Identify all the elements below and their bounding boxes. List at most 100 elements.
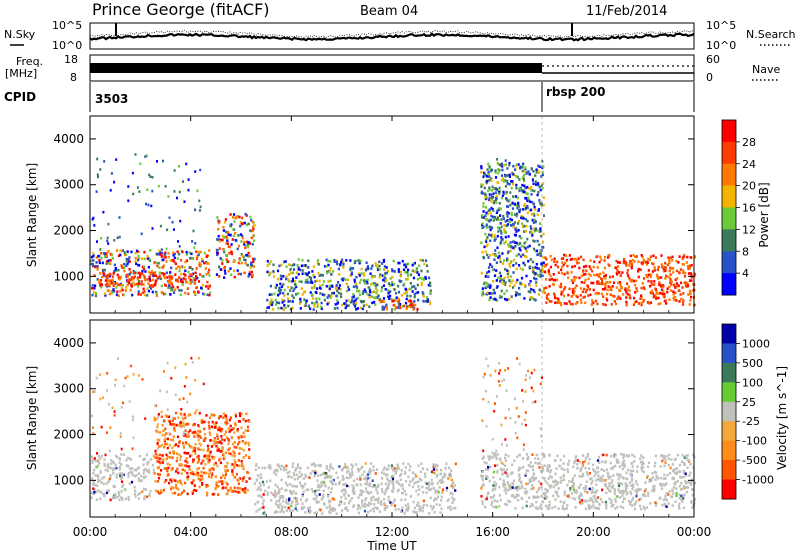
scatter-cell-1-1539 [634, 489, 637, 493]
scatter-cell-1-2234 [671, 488, 674, 492]
scatter-cell-0-1502 [510, 186, 513, 190]
scatter-cell-1-1426 [430, 470, 434, 474]
scatter-cell-1-1194 [279, 510, 282, 514]
scatter-cell-0-209 [133, 283, 137, 286]
scatter-cell-0-9 [132, 281, 135, 284]
scatter-cell-1-1879 [577, 486, 580, 489]
scatter-cell-0-1589 [534, 180, 537, 183]
scatter-cell-1-2111 [489, 465, 492, 469]
scatter-cell-1-397 [203, 427, 206, 431]
scatter-cell-1-961 [291, 509, 294, 512]
scatter-cell-1-970 [393, 467, 396, 470]
scatter-cell-0-1581 [539, 273, 542, 277]
scatter-cell-1-1019 [328, 469, 331, 472]
scatter-cell-1-1038 [412, 477, 415, 480]
scatter-cell-1-1245 [315, 495, 318, 498]
scatter-cell-0-2234 [545, 258, 548, 261]
colorbar-swatch-0-2 [722, 163, 736, 187]
scatter-cell-0-1778 [497, 181, 500, 184]
scatter-cell-1-1298 [374, 472, 377, 475]
scatter-cell-0-1134 [326, 271, 329, 275]
scatter-cell-1-134 [103, 475, 106, 479]
scatter-cell-0-1527 [502, 164, 505, 167]
scatter-cell-0-1258 [392, 299, 395, 303]
scatter-cell-1-836 [409, 465, 412, 468]
scatter-cell-0-2070 [577, 257, 580, 260]
scatter-cell-0-856 [295, 293, 298, 296]
scatter-cell-0-399 [142, 274, 145, 278]
scatter-cell-1-159 [94, 474, 97, 477]
scatter-cell-0-2036 [628, 289, 631, 292]
scatter-cell-0-2078 [607, 254, 610, 257]
scatter-cell-1-173 [131, 467, 134, 470]
scatter-cell-0-2367 [561, 265, 564, 269]
scatter-cell-0-603 [246, 242, 250, 245]
scatter-cell-1-1580 [546, 507, 549, 510]
scatter-cell-0-154 [169, 293, 172, 296]
scatter-cell-0-1988 [566, 264, 569, 268]
scatter-cell-1-1523 [572, 485, 575, 488]
scatter-cell-0-989 [275, 303, 278, 306]
scatter-cell-0-2317 [599, 255, 602, 259]
scatter-cell-1-2247 [625, 471, 628, 475]
scatter-cell-1-1927 [559, 476, 562, 479]
scatter-cell-0-1136 [363, 288, 366, 291]
scatter-cell-1-2300 [689, 463, 692, 466]
scatter-cell-1-489 [221, 429, 224, 433]
scatter-cell-0-428 [189, 273, 192, 276]
scatter-cell-1-1108 [396, 463, 399, 467]
scatter-cell-0-276 [164, 256, 167, 259]
scatter-cell-0-95 [202, 283, 205, 287]
scatter-cell-0-800 [383, 268, 386, 271]
scatter-cell-1-1572 [621, 500, 625, 504]
scatter-cell-0-1447 [515, 175, 518, 178]
scatter-cell-0-1953 [547, 298, 550, 301]
scatter-cell-1-1494 [557, 487, 560, 490]
scatter-cell-1-1389 [276, 485, 279, 489]
scatter-cell-0-330 [190, 252, 193, 256]
scatter-cell-1-800 [372, 509, 376, 513]
scatter-cell-0-1627 [497, 276, 500, 280]
scatter-cell-1-1612 [587, 452, 590, 456]
scatter-cell-1-1583 [492, 505, 495, 509]
scatter-cell-0-1754 [536, 193, 539, 197]
scatter-cell-1-1142 [346, 509, 349, 512]
scatter-cell-0-506 [223, 250, 226, 254]
scatter-cell-0-1124 [387, 282, 390, 285]
scatter-cell-0-638 [218, 240, 221, 243]
scatter-cell-0-2315 [664, 269, 667, 272]
scatter-cell-0-1706 [489, 218, 492, 222]
scatter-cell-1-1130 [290, 476, 293, 479]
scatter-cell-1-817 [435, 497, 438, 501]
scatter-cell-0-1734 [487, 270, 491, 273]
scatter-cell-1-1551 [679, 475, 682, 479]
scatter-cell-1-968 [295, 485, 299, 488]
scatter-cell-1-2287 [622, 456, 625, 460]
scatter-cell-0-2184 [628, 293, 631, 297]
scatter-cell-1-97 [115, 454, 118, 458]
scatter-cell-1-2066 [673, 482, 676, 485]
scatter-cell-0-114 [147, 289, 150, 293]
scatter-cell-0-131 [178, 266, 182, 269]
scatter-cell-1-257 [216, 437, 219, 441]
scatter-cell-1-613 [236, 442, 240, 446]
scatter-cell-1-1754 [543, 464, 546, 467]
scatter-cell-1-1887 [639, 504, 642, 508]
scatter-cell-0-1123 [312, 286, 315, 290]
scatter-cell-1-224 [207, 475, 211, 479]
scatter-cell-0-179 [148, 257, 151, 261]
scatter-cell-1-2094 [664, 461, 667, 465]
scatter-cell-0-2020 [596, 266, 599, 269]
scatter-cell-0-1761 [531, 260, 535, 264]
scatter-cell-0-2262 [557, 299, 560, 302]
scatter-cell-0-2255 [611, 285, 614, 288]
scatter-cell-1-2005 [630, 477, 633, 481]
scatter-cell-0-2489 [490, 225, 493, 229]
scatter-cell-0-2401 [573, 257, 576, 261]
scatter-cell-1-1303 [304, 473, 307, 477]
scatter-cell-0-763 [407, 262, 410, 266]
scatter-cell-1-53 [95, 498, 98, 501]
scatter-cell-0-635 [218, 275, 221, 278]
scatter-cell-1-627 [161, 454, 164, 457]
scatter-cell-0-1964 [610, 303, 613, 306]
